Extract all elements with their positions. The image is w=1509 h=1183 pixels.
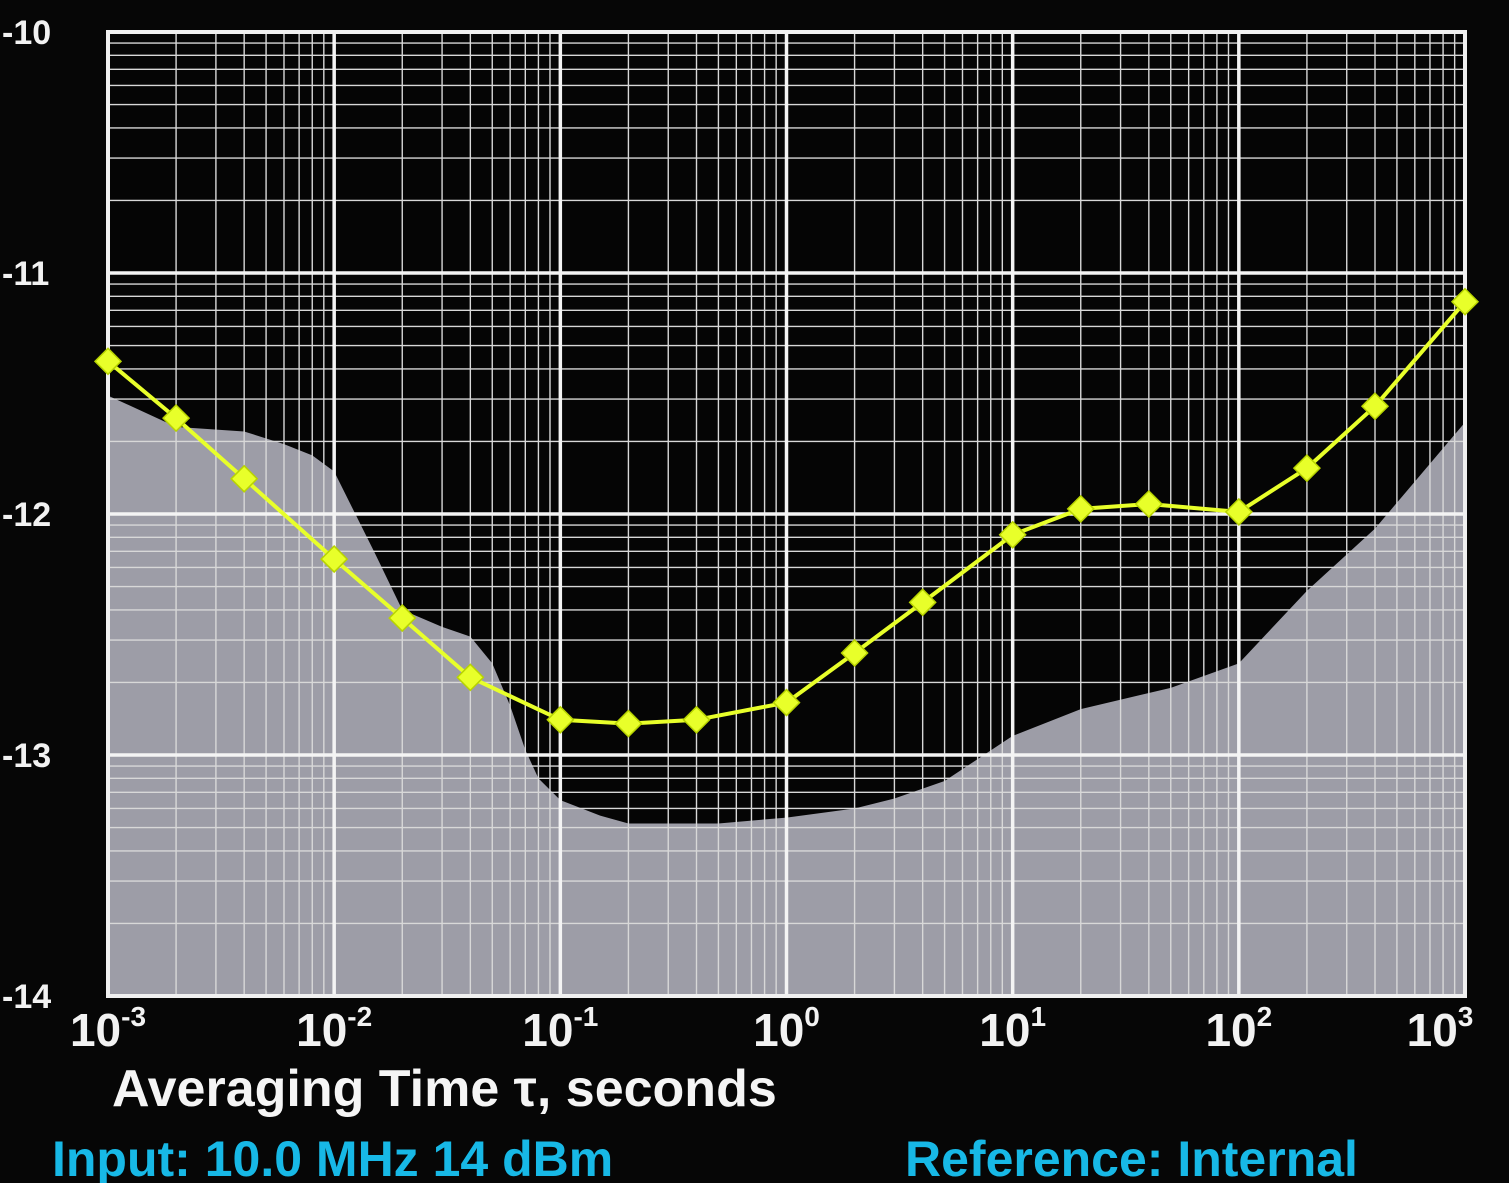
x-tick-label: 102 (1205, 1001, 1272, 1056)
x-tick-label: 103 (1407, 1001, 1474, 1056)
series-markers (93, 287, 1480, 738)
x-tick-label: 100 (753, 1001, 820, 1056)
footer-reference-text: Reference: Internal (905, 1131, 1358, 1183)
data-point-marker (682, 705, 711, 734)
data-point-marker (230, 464, 259, 493)
x-tick-label: 10-3 (70, 1001, 146, 1056)
x-tick-label: 101 (979, 1001, 1046, 1056)
data-point-marker (93, 347, 123, 376)
data-point-marker (546, 705, 575, 734)
y-tick-label: -13 (2, 737, 51, 775)
x-tick-label: 10-1 (522, 1001, 598, 1056)
data-point-marker (998, 520, 1027, 549)
y-tick-labels: -10 -11 -12 -13 -14 (2, 14, 51, 1016)
data-point-marker (162, 404, 191, 433)
data-point-marker (908, 588, 937, 617)
data-point-marker (1066, 494, 1095, 523)
plot-border (106, 30, 1467, 998)
x-tick-label: 10-2 (296, 1001, 372, 1056)
y-tick-label: -11 (2, 255, 49, 293)
data-point-marker (1224, 497, 1253, 526)
y-tick-label: -14 (2, 978, 51, 1016)
data-point-marker (1360, 392, 1390, 421)
y-tick-label: -12 (2, 496, 51, 534)
data-point-marker (614, 709, 643, 738)
data-point-marker (320, 545, 349, 574)
y-tick-label: -10 (2, 14, 51, 52)
data-point-marker (1450, 287, 1480, 316)
x-tick-labels: 10-3 10-2 10-1 100 101 102 103 (70, 1001, 1473, 1056)
data-point-marker (1292, 454, 1321, 483)
spec-shaded-area (108, 395, 1465, 997)
data-point-marker (1134, 489, 1163, 519)
data-point-marker (840, 638, 869, 668)
data-point-marker (388, 604, 417, 633)
data-point-marker (456, 663, 485, 692)
x-axis-title: Averaging Time τ, seconds (112, 1060, 777, 1118)
data-point-marker (772, 688, 801, 717)
footer-input-text: Input: 10.0 MHz 14 dBm (52, 1131, 613, 1183)
